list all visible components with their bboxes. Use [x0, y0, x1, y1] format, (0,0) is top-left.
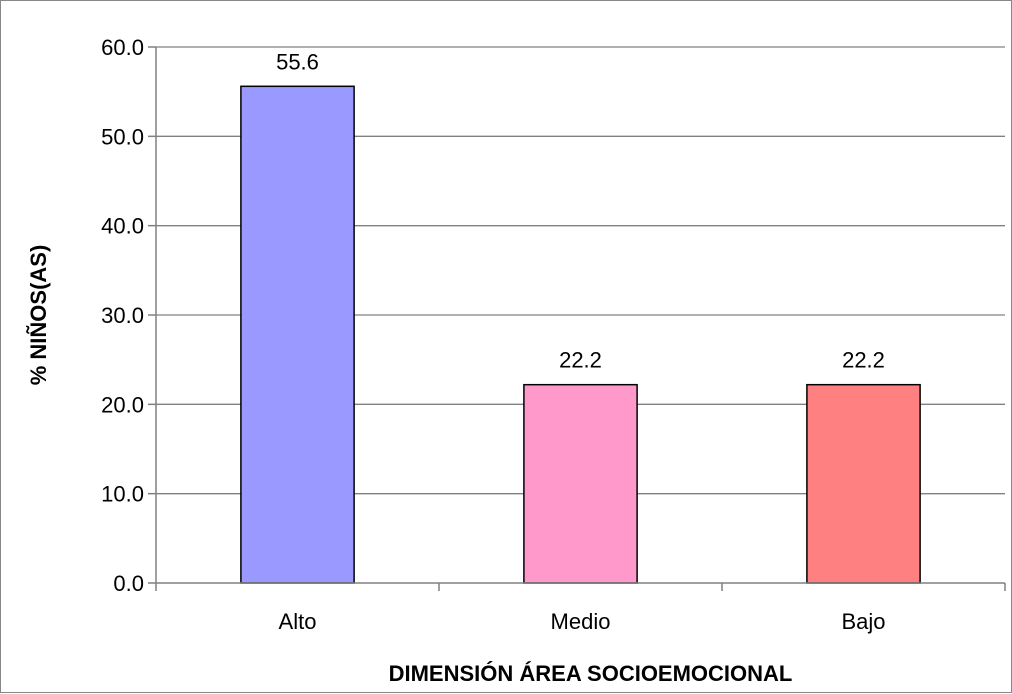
y-tick-labels: 0.0 10.0 20.0 30.0 40.0 50.0 60.0	[101, 35, 144, 596]
y-tick-label: 10.0	[101, 482, 144, 507]
y-tick-label: 30.0	[101, 303, 144, 328]
x-tick-label-bajo: Bajo	[841, 609, 885, 634]
y-tick-label: 50.0	[101, 124, 144, 149]
y-tick-label: 0.0	[113, 571, 144, 596]
y-axis-title: % NIÑOS(AS)	[26, 245, 51, 386]
data-labels: 55.6 22.2 22.2	[276, 49, 885, 372]
bar-medio	[523, 383, 638, 584]
y-tick-label: 60.0	[101, 35, 144, 60]
y-tick-label: 40.0	[101, 214, 144, 239]
x-tick-labels: Alto Medio Bajo	[279, 609, 886, 634]
x-tick-label-alto: Alto	[279, 609, 317, 634]
axes	[148, 46, 1006, 591]
bar-alto	[240, 85, 355, 584]
data-label-alto: 55.6	[276, 49, 319, 74]
y-tick-label: 20.0	[101, 392, 144, 417]
x-tick-label-medio: Medio	[551, 609, 611, 634]
data-label-bajo: 22.2	[842, 348, 885, 373]
x-axis-title: DIMENSIÓN ÁREA SOCIOEMOCIONAL	[389, 661, 793, 686]
bars	[240, 85, 921, 584]
bar-bajo	[806, 383, 921, 584]
data-label-medio: 22.2	[559, 348, 602, 373]
